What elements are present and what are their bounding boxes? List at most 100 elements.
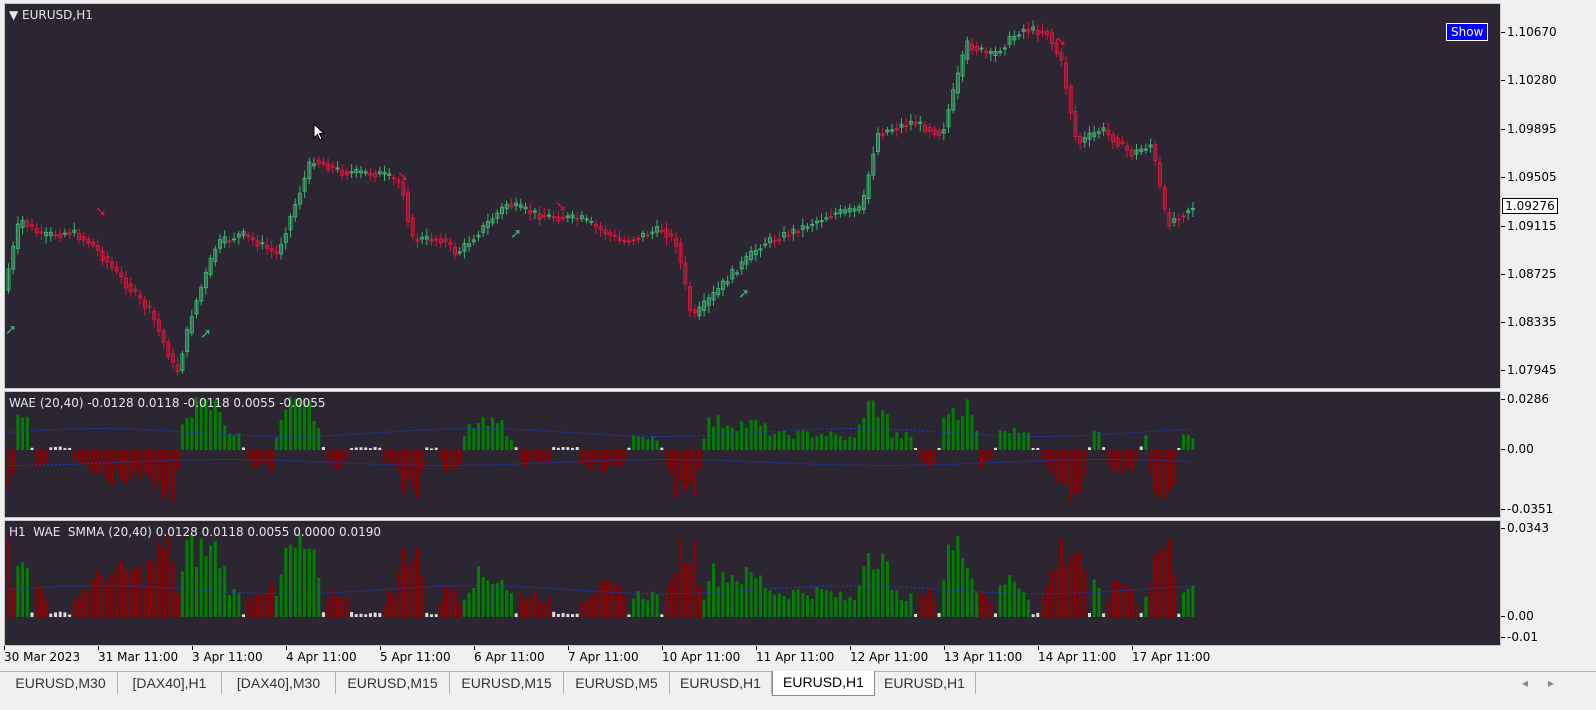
histogram-bar [486, 580, 490, 617]
histogram-bar [260, 594, 264, 617]
time-axis[interactable]: 30 Mar 2023 31 Mar 11:00 3 Apr 11:00 4 A… [4, 646, 1501, 668]
histogram-bar [1120, 583, 1124, 617]
chart-tab[interactable]: [DAX40],M30 [222, 672, 336, 694]
histogram-bar [768, 435, 772, 450]
price-axis[interactable]: 1.10670 1.10280 1.09895 1.09505 1.09115 … [1501, 3, 1596, 389]
histogram-bar [801, 592, 805, 617]
candle [951, 83, 956, 114]
histogram-bar [674, 450, 678, 497]
histogram-bar [420, 450, 424, 471]
svg-text:➘: ➘ [555, 199, 567, 215]
histogram-bar [119, 450, 123, 481]
histogram-bar [359, 613, 363, 617]
histogram-bar [368, 613, 372, 617]
histogram-bar [1163, 450, 1167, 500]
candle [241, 228, 246, 240]
histogram-bar [115, 565, 119, 617]
histogram-bar [806, 431, 809, 450]
histogram-bar [7, 450, 10, 488]
chart-tab-active[interactable]: EURUSD,H1 [772, 671, 875, 696]
chart-tab[interactable]: EURUSD,M5 [564, 672, 670, 694]
candle [955, 66, 960, 100]
histogram-bar [223, 425, 227, 450]
histogram-bar [932, 600, 936, 617]
histogram-bar [434, 614, 438, 617]
histogram-bar [1191, 437, 1195, 450]
candle [556, 210, 561, 225]
histogram-bar [30, 612, 34, 617]
histogram-bar [627, 614, 631, 617]
histogram-bar [368, 448, 372, 450]
histogram-bar [707, 417, 711, 450]
candle [594, 219, 598, 234]
histogram-bar [726, 582, 730, 617]
histogram-bar [190, 417, 194, 450]
chart-tab[interactable]: EURUSD,M15 [450, 672, 564, 694]
candle [265, 238, 269, 255]
symbol-label[interactable]: ▼ EURUSD,H1 [9, 8, 93, 22]
candle [138, 289, 143, 305]
chart-tab-bar: EURUSD,M30 [DAX40],H1 [DAX40],M30 EURUSD… [0, 671, 1596, 696]
chart-tab[interactable]: [DAX40],H1 [118, 672, 222, 694]
histogram-bar [472, 588, 476, 617]
histogram-bar [1069, 450, 1073, 502]
candle [1129, 146, 1134, 161]
candle [481, 222, 486, 238]
smma-indicator-pane[interactable]: H1 WAE SMMA (20,40) 0.0128 0.0118 0.0055… [4, 520, 1501, 646]
wae-indicator-pane[interactable]: WAE (20,40) -0.0128 0.0118 -0.0118 0.005… [4, 391, 1501, 518]
time-label: 6 Apr 11:00 [474, 646, 545, 664]
candle [871, 146, 876, 181]
histogram-bar [25, 416, 29, 450]
histogram-bar [810, 437, 814, 450]
chart-tab[interactable]: EURUSD,M30 [4, 672, 118, 694]
histogram-bar [392, 450, 396, 464]
candle [1148, 138, 1153, 153]
candle [429, 232, 434, 246]
time-label: 5 Apr 11:00 [380, 646, 451, 664]
histogram-bar [190, 534, 194, 617]
histogram-bar [655, 440, 659, 450]
candle [6, 263, 11, 294]
histogram-bar [1092, 430, 1096, 450]
wae-axis[interactable]: 0.0286 0.00 -0.0351 [1500, 391, 1596, 518]
histogram-bar [312, 549, 316, 617]
candle [800, 218, 805, 238]
histogram-bar [1144, 435, 1148, 450]
histogram-bar [63, 612, 67, 617]
histogram-bar [176, 450, 180, 470]
candle [20, 216, 25, 235]
scroll-tabs-left-icon[interactable]: ◂ [1522, 676, 1529, 690]
candle [645, 230, 650, 239]
histogram-bar [641, 599, 645, 617]
histogram-bar [773, 433, 777, 450]
histogram-bar [336, 450, 339, 470]
candle [1012, 30, 1017, 46]
histogram-bar [1059, 450, 1063, 482]
chart-tab[interactable]: EURUSD,M15 [336, 672, 450, 694]
histogram-bar [989, 450, 993, 461]
histogram-bar [509, 439, 513, 450]
candle [485, 213, 490, 235]
buy-signal-arrow: ➚ [510, 226, 522, 242]
candle [344, 168, 349, 180]
histogram-bar [1055, 568, 1059, 617]
histogram-bar [1139, 446, 1143, 450]
candle [847, 203, 852, 218]
show-button[interactable]: Show [1446, 23, 1489, 41]
histogram-bar [209, 545, 213, 617]
collapse-triangle-icon[interactable]: ▼ [9, 8, 23, 22]
histogram-bar [420, 576, 424, 617]
histogram-bar [683, 563, 687, 617]
histogram-bar [1186, 434, 1190, 450]
scroll-tabs-right-icon[interactable]: ▸ [1548, 676, 1555, 690]
chart-tab[interactable]: EURUSD,H1 [670, 672, 772, 694]
smma-tick: -0.01 [1500, 630, 1539, 644]
smma-axis[interactable]: 0.0343 0.00 -0.01 [1500, 520, 1596, 646]
histogram-bar [307, 548, 311, 617]
candle [359, 165, 363, 179]
price-chart-pane[interactable]: ➘ ➘ ➘ ➘ ➚ ➚ ➚ ➚ ▼ EURUSD,H1 Show [4, 3, 1501, 389]
svg-text:➘: ➘ [1055, 34, 1067, 50]
candle [203, 267, 208, 295]
histogram-bar [30, 447, 34, 450]
chart-tab[interactable]: EURUSD,H1 [874, 672, 976, 694]
